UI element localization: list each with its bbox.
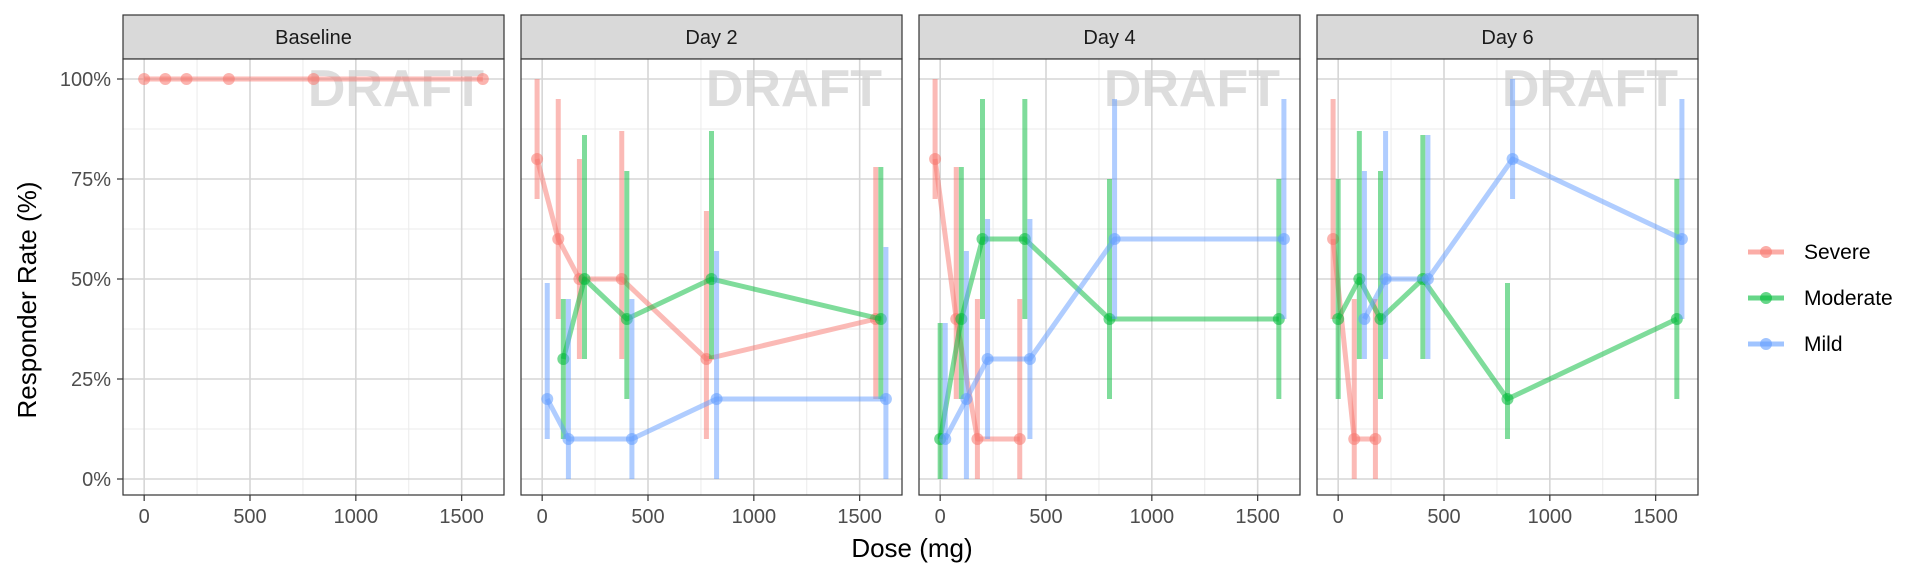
panel-border: [918, 58, 1301, 496]
panel-border: [1316, 58, 1699, 496]
data-point: [939, 433, 952, 445]
panel-day-2: Day 2 DRAFT 0 500 1000 1500: [520, 14, 903, 528]
data-point: [476, 73, 489, 85]
y-tick-label-25-: 25%: [71, 369, 111, 391]
panel-baseline: Baseline DRAFT 0 500 1000 1500: [122, 14, 505, 528]
panel-strip: [122, 14, 505, 60]
data-point: [1506, 153, 1519, 165]
panel-title: Day 4: [1083, 27, 1135, 49]
data-point: [1023, 353, 1036, 365]
series-moderate: [1332, 131, 1683, 439]
data-point: [562, 433, 575, 445]
legend-key-point: [1760, 246, 1772, 258]
data-point: [1421, 273, 1434, 285]
x-tick-label-500: 500: [233, 506, 266, 528]
panel-strip: [1316, 14, 1699, 60]
y-tick-label-75-: 75%: [71, 169, 111, 191]
x-tick-label-500: 500: [1029, 506, 1062, 528]
data-point: [1013, 433, 1026, 445]
data-point: [138, 73, 151, 85]
y-tick-label-50-: 50%: [71, 269, 111, 291]
x-tick-label-1500: 1500: [837, 506, 882, 528]
data-point: [180, 73, 193, 85]
legend-label: Moderate: [1804, 287, 1893, 310]
draft-watermark: DRAFT: [1104, 60, 1280, 118]
data-point: [1369, 433, 1382, 445]
x-tick-label-1500: 1500: [1235, 506, 1280, 528]
legend-item-severe: Severe: [1748, 241, 1871, 264]
series-line: [1335, 276, 1678, 402]
data-point: [879, 393, 892, 405]
data-point: [710, 393, 723, 405]
panel-strip: [918, 14, 1301, 60]
data-point: [1358, 313, 1371, 325]
data-point: [981, 353, 994, 365]
x-tick-label-0: 0: [537, 506, 548, 528]
data-point: [1379, 273, 1392, 285]
x-tick-label-0: 0: [139, 506, 150, 528]
data-point: [1108, 233, 1121, 245]
data-point: [625, 433, 638, 445]
legend-item-moderate: Moderate: [1748, 287, 1893, 310]
x-tick-label-1000: 1000: [334, 506, 379, 528]
x-tick-label-1000: 1000: [1130, 506, 1175, 528]
x-tick-label-0: 0: [935, 506, 946, 528]
panel-background: [123, 59, 504, 495]
data-point: [222, 73, 235, 85]
draft-watermark: DRAFT: [1502, 60, 1678, 118]
data-point: [541, 393, 554, 405]
series-line: [943, 236, 1284, 441]
x-tick-label-1000: 1000: [732, 506, 777, 528]
facet-panels: 0% 25% 50% 75% 100% Baseline DRAFT 0 500 1000 1500…: [60, 14, 1699, 528]
data-point: [929, 153, 942, 165]
data-point: [578, 273, 591, 285]
series-severe: [138, 73, 489, 85]
x-tick-label-1500: 1500: [439, 506, 484, 528]
panel-border: [520, 58, 903, 496]
x-tick-label-1500: 1500: [1633, 506, 1678, 528]
x-tick-label-0: 0: [1333, 506, 1344, 528]
x-tick-label-500: 500: [631, 506, 664, 528]
legend-item-mild: Mild: [1748, 333, 1843, 356]
data-point: [960, 393, 973, 405]
legend-label: Mild: [1804, 333, 1843, 356]
data-point: [531, 153, 544, 165]
data-point: [971, 433, 984, 445]
data-point: [1675, 233, 1688, 245]
panel-day-6: Day 6 DRAFT 0 500 1000 1500: [1316, 14, 1699, 528]
gridlines: [123, 59, 504, 495]
data-point: [552, 233, 565, 245]
x-axis-title: Dose (mg): [851, 533, 972, 563]
panel-title: Baseline: [275, 27, 352, 49]
y-axis-title: Responder Rate (%): [12, 182, 42, 419]
data-point: [1501, 393, 1514, 405]
panel-day-4: Day 4 DRAFT 0 500 1000 1500: [918, 14, 1301, 528]
y-tick-label-0-: 0%: [82, 469, 111, 491]
y-tick-label-100-: 100%: [60, 69, 111, 91]
legend-key-point: [1760, 292, 1772, 304]
data-point: [1348, 433, 1361, 445]
data-point: [159, 73, 172, 85]
series-line: [937, 236, 1279, 440]
panel-title: Day 6: [1481, 27, 1533, 49]
series-moderate: [934, 99, 1285, 479]
data-point: [307, 73, 320, 85]
legend: Severe Moderate Mild: [1748, 241, 1893, 356]
data-point: [1332, 313, 1345, 325]
x-tick-label-500: 500: [1427, 506, 1460, 528]
draft-watermark: DRAFT: [706, 60, 882, 118]
legend-key-point: [1760, 338, 1772, 350]
panel-border: [122, 58, 505, 496]
legend-label: Severe: [1804, 241, 1871, 264]
draft-watermark: DRAFT: [308, 60, 484, 118]
series-line: [534, 158, 877, 362]
x-tick-label-1000: 1000: [1528, 506, 1573, 528]
data-point: [1277, 233, 1290, 245]
panel-title: Day 2: [685, 27, 737, 49]
series-mild: [541, 247, 892, 479]
series-mild: [939, 99, 1290, 479]
series-mild: [1358, 79, 1688, 359]
series-moderate: [557, 131, 887, 439]
